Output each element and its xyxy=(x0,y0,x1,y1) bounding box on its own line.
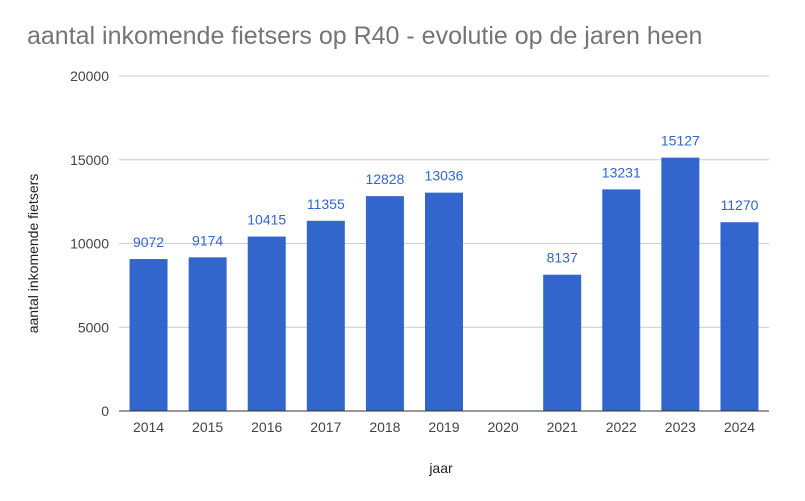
x-tick-label: 2017 xyxy=(310,419,341,435)
data-label: 10415 xyxy=(247,212,286,228)
data-label: 13231 xyxy=(602,164,641,180)
x-tick-label: 2021 xyxy=(547,419,578,435)
y-tick-label: 5000 xyxy=(78,319,109,335)
chart-title: aantal inkomende fietsers op R40 - evolu… xyxy=(27,22,703,50)
bar xyxy=(365,196,404,411)
data-label: 15127 xyxy=(661,133,700,149)
bar xyxy=(188,257,227,411)
y-axis-ticks: 0 5000 10000 15000 20000 xyxy=(70,68,109,419)
x-tick-label: 2018 xyxy=(369,419,400,435)
bar xyxy=(602,189,641,411)
x-tick-label: 2014 xyxy=(133,419,164,435)
y-tick-label: 15000 xyxy=(70,152,109,168)
data-label: 11270 xyxy=(721,197,759,213)
x-tick-label: 2019 xyxy=(428,419,459,435)
bar xyxy=(543,274,582,411)
data-labels: 9072 9174 10415 11355 12828 13036 8137 13231 151… xyxy=(133,133,759,266)
y-axis-title: aantal inkomende fietsers xyxy=(25,174,41,334)
data-label: 8137 xyxy=(547,250,578,266)
x-axis-ticks: 2014 2015 2016 2017 2018 2019 2020 2021 2022 2023… xyxy=(133,419,755,435)
x-tick-label: 2015 xyxy=(192,419,223,435)
x-tick-label: 2023 xyxy=(665,419,696,435)
y-tick-label: 10000 xyxy=(70,236,109,252)
x-tick-label: 2016 xyxy=(251,419,282,435)
data-label: 11355 xyxy=(307,196,345,212)
x-tick-label: 2024 xyxy=(724,419,755,435)
data-label: 12828 xyxy=(365,171,404,187)
bar xyxy=(425,192,463,411)
bar xyxy=(661,157,700,411)
data-label: 9072 xyxy=(133,234,164,250)
x-tick-label: 2020 xyxy=(488,419,519,435)
bar xyxy=(306,220,345,411)
bar xyxy=(129,259,168,411)
data-label: 9174 xyxy=(192,232,223,248)
bar xyxy=(720,222,759,411)
y-tick-label: 0 xyxy=(101,403,109,419)
bar xyxy=(247,236,286,411)
x-axis-title: jaar xyxy=(428,460,453,476)
x-tick-label: 2022 xyxy=(606,419,637,435)
y-tick-label: 20000 xyxy=(70,68,109,84)
bars xyxy=(129,157,759,411)
data-label: 13036 xyxy=(425,168,464,184)
